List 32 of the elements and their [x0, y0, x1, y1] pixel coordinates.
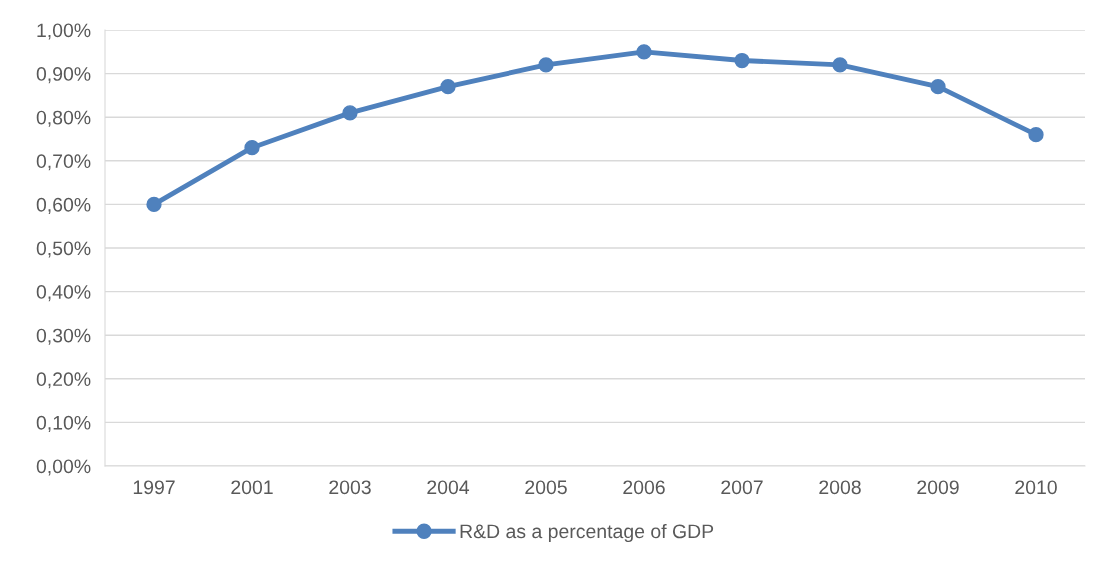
point [244, 140, 260, 156]
y-tick-label: 0,20% [36, 372, 91, 389]
x-tick-label: 2010 [1015, 480, 1057, 495]
x-tick-label: 1997 [133, 480, 175, 495]
x-tick-label: 2001 [231, 480, 273, 495]
x-tick-label: 2009 [917, 480, 959, 495]
x-tick-label: 2007 [721, 480, 763, 495]
point [1028, 127, 1044, 143]
x-tick-label: 2005 [525, 480, 567, 495]
point [832, 57, 848, 73]
point [342, 105, 358, 121]
x-tick-label: 2008 [819, 480, 861, 495]
y-tick-label: 0,40% [36, 285, 91, 302]
y-tick-label: 1,00% [37, 23, 91, 40]
y-tick-label: 0,70% [36, 154, 91, 171]
x-tick-label: 2006 [623, 480, 665, 495]
y-tick-label: 0,60% [36, 197, 91, 214]
x-tick-label: 2004 [427, 480, 470, 495]
y-tick-label: 0,10% [36, 415, 91, 432]
y-tick-label: 0,50% [36, 241, 91, 258]
point [636, 44, 652, 60]
x-tick-label: 2003 [329, 480, 371, 495]
point [538, 57, 554, 73]
y-tick-label: 0,90% [36, 67, 91, 84]
point [734, 52, 750, 69]
y-tick-label: 0,30% [36, 328, 91, 345]
point [146, 196, 162, 213]
point [930, 79, 946, 95]
legend-label: R&D as a percentage of GDP [460, 523, 714, 543]
point [440, 79, 456, 95]
y-tick-label: 0,00% [36, 459, 91, 476]
y-tick-label: 0,80% [36, 110, 91, 127]
